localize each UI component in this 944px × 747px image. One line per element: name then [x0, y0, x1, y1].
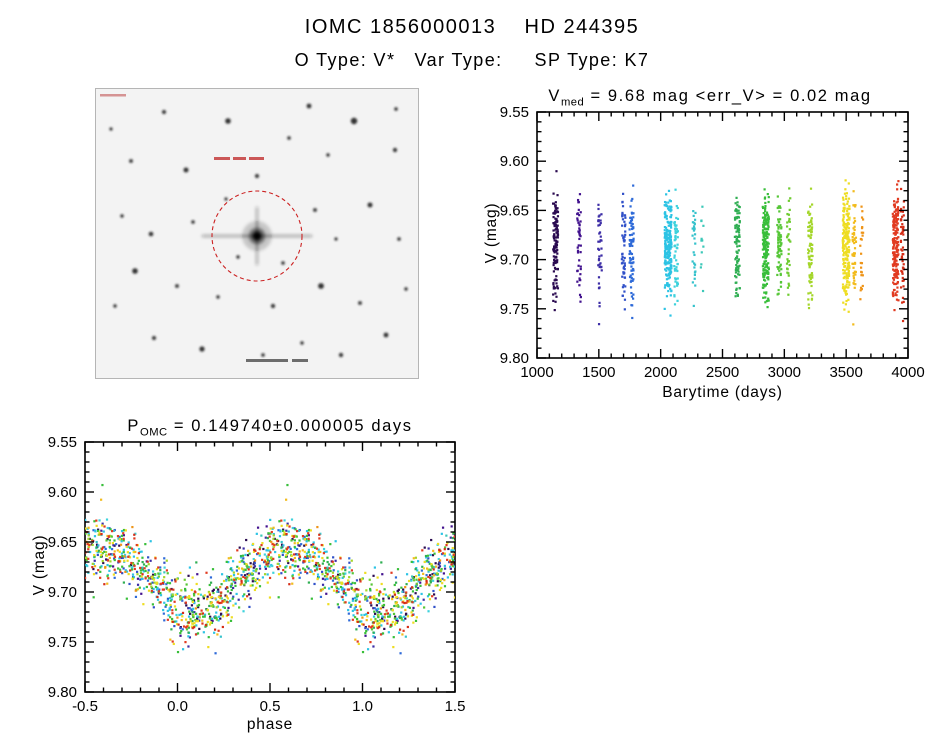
field-stars	[109, 103, 408, 358]
svg-text:9.55: 9.55	[48, 436, 77, 451]
phase-plot: -0.5 0.0 0.5 1.0 1.5 9.55 9.60 9.65 9.70 9.75 9.80	[48, 436, 466, 715]
svg-text:9.55: 9.55	[500, 106, 529, 121]
svg-text:-0.5: -0.5	[72, 698, 98, 715]
lightcurve-title-sub: med	[560, 96, 585, 109]
svg-text:9.70: 9.70	[500, 252, 529, 269]
svg-text:1500: 1500	[582, 364, 615, 381]
lightcurve-title-post: = 9.68 mag <err_V> = 0.02 mag	[584, 87, 872, 105]
svg-text:1.0: 1.0	[352, 698, 373, 715]
target-star	[202, 207, 312, 265]
phase-title-post: = 0.149740±0.000005 days	[167, 417, 413, 435]
phase-plot-title: POMC = 0.149740±0.000005 days	[50, 417, 490, 438]
svg-text:9.60: 9.60	[500, 153, 529, 170]
svg-text:2500: 2500	[706, 364, 739, 381]
finder-chart	[95, 88, 419, 379]
phase-yaxis-label: V (mag)	[31, 534, 48, 596]
phase-title-pre: P	[127, 417, 140, 435]
lightcurve-title-pre: V	[548, 87, 561, 105]
target-circle	[211, 190, 303, 282]
phase-title-sub: OMC	[139, 426, 168, 439]
svg-text:9.75: 9.75	[500, 301, 529, 318]
lightcurve-yaxis-label: V (mag)	[483, 202, 500, 264]
svg-text:3500: 3500	[829, 364, 862, 381]
svg-text:0.5: 0.5	[260, 698, 281, 715]
lightcurve-plot: 1000 1500 2000 2500 3000 3500 4000 9.55 9.60 9.65…	[500, 106, 925, 381]
page-title: IOMC 1856000013 HD 244395	[304, 16, 640, 38]
svg-text:9.65: 9.65	[48, 534, 77, 551]
svg-text:2000: 2000	[644, 364, 677, 381]
svg-text:9.75: 9.75	[48, 634, 77, 651]
svg-text:1000: 1000	[520, 364, 553, 381]
svg-text:9.65: 9.65	[500, 202, 529, 219]
svg-text:3000: 3000	[768, 364, 801, 381]
lightcurve-title: Vmed = 9.68 mag <err_V> = 0.02 mag	[480, 87, 940, 108]
svg-text:0.0: 0.0	[167, 698, 188, 715]
finder-annotation-marks	[100, 94, 308, 362]
page-subtitle: O Type: V* Var Type: SP Type: K7	[294, 50, 650, 70]
svg-text:9.60: 9.60	[48, 484, 77, 501]
svg-text:1.5: 1.5	[445, 698, 466, 715]
lightcurve-xaxis-label: Barytime (days)	[662, 384, 783, 401]
svg-text:9.70: 9.70	[48, 584, 77, 601]
phase-xaxis-label: phase	[246, 716, 294, 733]
finder-chart-image	[95, 88, 419, 379]
svg-text:9.80: 9.80	[500, 350, 529, 367]
svg-text:9.80: 9.80	[48, 684, 77, 701]
svg-text:4000: 4000	[891, 364, 924, 381]
